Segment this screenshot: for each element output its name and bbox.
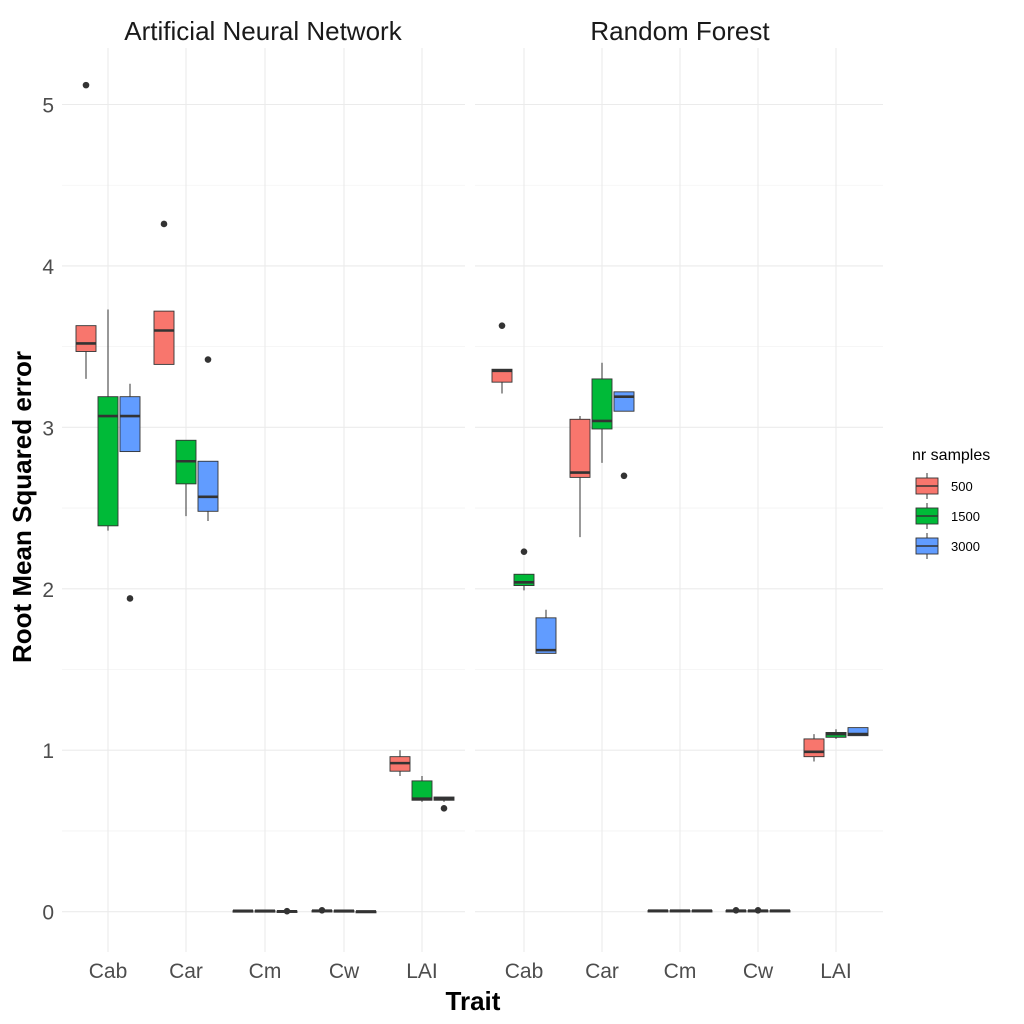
box-body: [613, 391, 635, 412]
outlier-point: [620, 472, 628, 480]
box-body: [75, 325, 97, 352]
x-tick-label: LAI: [820, 960, 852, 983]
y-tick-label: 4: [42, 256, 54, 279]
box-Car-1500: [175, 439, 197, 517]
y-tick-label: 3: [42, 417, 54, 440]
y-tick-label: 1: [42, 740, 54, 763]
box-body: [847, 727, 869, 737]
box-LAI-1500: [825, 729, 847, 739]
x-tick-label: Cm: [664, 960, 697, 983]
outlier-point: [440, 805, 448, 812]
box-Cab-500: [491, 322, 513, 394]
box-LAI-3000: [433, 796, 455, 812]
outlier-point: [754, 907, 762, 914]
x-tick-label: Car: [169, 960, 203, 983]
box-Car-1500: [591, 362, 613, 463]
outlier-point: [520, 548, 528, 555]
gridlines-1: [475, 48, 883, 952]
box-body: [569, 418, 591, 478]
boxes: [75, 81, 869, 915]
box-Cab-1500: [97, 309, 119, 531]
box-Cw-500: [725, 907, 747, 914]
x-tick-label: Cw: [743, 960, 774, 983]
y-axis-ticks: 0 1 2 3 4 5: [42, 95, 54, 925]
box-Cm-1500: [254, 909, 276, 913]
gridlines-0: [62, 48, 465, 952]
box-LAI-500: [389, 750, 411, 777]
box-Cab-3000: [119, 383, 141, 602]
x-tick-label: Cw: [329, 960, 360, 983]
box-Cm-500: [232, 909, 254, 913]
x-axis-ticks: Cab Car Cm Cw LAI Cab Car Cm Cw LAI: [89, 960, 852, 983]
box-LAI-1500: [411, 776, 433, 802]
legend-key-500: 500: [915, 473, 973, 499]
y-tick-label: 2: [42, 579, 54, 602]
outlier-point: [82, 81, 90, 89]
box-Cm-3000: [276, 907, 298, 915]
box-Cm-1500: [669, 909, 691, 913]
box-body: [513, 573, 535, 587]
x-tick-label: Cab: [505, 960, 544, 983]
x-tick-label: Cab: [89, 960, 128, 983]
y-tick-label: 0: [42, 902, 54, 925]
outlier-point: [126, 595, 134, 602]
legend-label: 500: [951, 479, 973, 494]
x-tick-label: Cm: [249, 960, 282, 983]
legend: nr samples 500 1500 3000: [912, 447, 990, 559]
facet-title-left: Artificial Neural Network: [124, 16, 402, 46]
box-LAI-3000: [847, 727, 869, 737]
box-body: [97, 396, 119, 527]
box-body: [535, 617, 557, 654]
outlier-point: [318, 907, 326, 914]
box-Cm-500: [647, 909, 669, 913]
outlier-point: [732, 907, 740, 914]
box-Car-3000: [613, 391, 635, 480]
box-Cw-3000: [769, 909, 791, 913]
box-Cw-3000: [355, 910, 377, 914]
box-body: [803, 738, 825, 758]
box-body: [153, 310, 175, 365]
outlier-point: [283, 907, 291, 915]
legend-label: 3000: [951, 539, 980, 554]
box-body: [591, 378, 613, 430]
outlier-point: [498, 322, 506, 329]
box-Car-3000: [197, 356, 219, 521]
box-body: [197, 460, 219, 512]
legend-key-1500: 1500: [915, 503, 980, 529]
outlier-point: [204, 356, 212, 363]
box-Cw-1500: [333, 909, 355, 913]
box-Cm-3000: [691, 909, 713, 913]
box-body: [119, 396, 141, 453]
box-Cab-3000: [535, 609, 557, 654]
legend-label: 1500: [951, 509, 980, 524]
box-Cw-500: [311, 907, 333, 914]
facet-title-right: Random Forest: [590, 16, 770, 46]
y-axis-title: Root Mean Squared error: [7, 351, 37, 663]
box-Cw-1500: [747, 907, 769, 914]
outlier-point: [160, 220, 168, 228]
box-Car-500: [153, 220, 175, 365]
box-body: [491, 368, 513, 383]
facet-panels: [62, 48, 883, 952]
y-tick-label: 5: [42, 95, 54, 118]
x-axis-title: Trait: [446, 986, 501, 1016]
x-tick-label: LAI: [406, 960, 438, 983]
box-Car-500: [569, 416, 591, 538]
legend-key-3000: 3000: [915, 533, 980, 559]
box-Cab-500: [75, 81, 97, 379]
x-tick-label: Car: [585, 960, 619, 983]
box-LAI-500: [803, 734, 825, 762]
box-body: [411, 780, 433, 801]
legend-title: nr samples: [912, 447, 990, 464]
box-Cab-1500: [513, 548, 535, 591]
